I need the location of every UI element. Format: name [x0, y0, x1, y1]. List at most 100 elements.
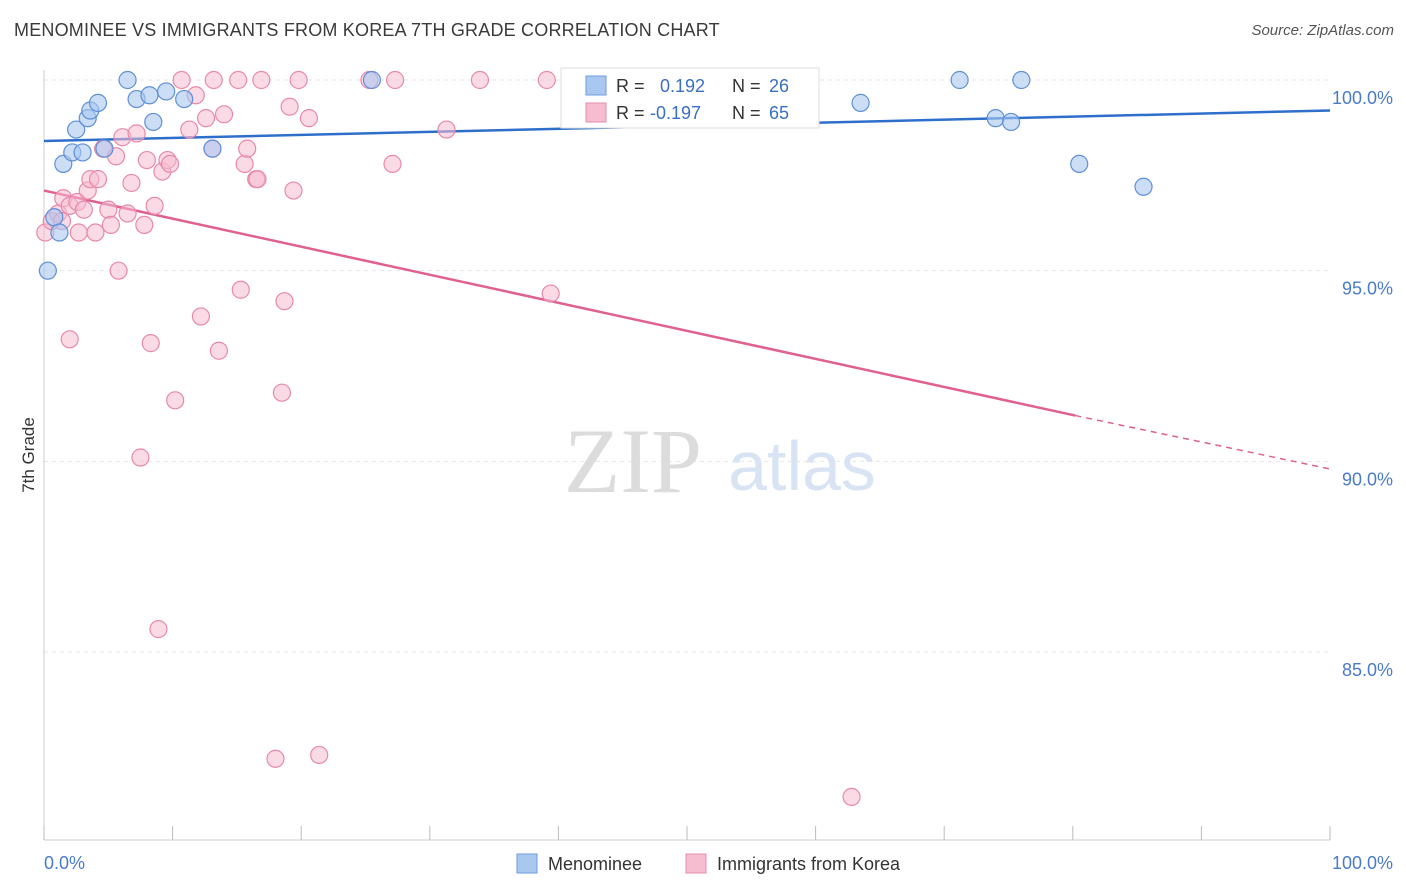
point-korea-32 — [166, 391, 185, 410]
point-korea-54 — [289, 70, 308, 90]
point-korea-44 — [235, 154, 254, 173]
point-menominee-9 — [88, 93, 108, 112]
point-korea-56 — [310, 745, 329, 765]
point-korea-20 — [118, 204, 137, 223]
legend-r-label-1: R = — [616, 76, 645, 96]
point-menominee-16 — [175, 89, 194, 109]
watermark-atlas: atlas — [728, 427, 876, 505]
point-korea-13 — [88, 170, 108, 189]
y-tick-label-0: 100.0% — [1332, 88, 1393, 108]
point-korea-18 — [109, 261, 128, 280]
point-menominee-6 — [73, 143, 92, 162]
x-tick-labels: 0.0% 100.0% — [44, 853, 1393, 873]
legend-n-value-2: 65 — [769, 103, 789, 123]
point-korea-33 — [172, 70, 191, 90]
point-menominee-11 — [118, 70, 137, 90]
point-korea-26 — [141, 334, 160, 353]
point-korea-6 — [60, 330, 79, 349]
point-korea-34 — [180, 120, 199, 139]
point-menominee-15 — [157, 82, 176, 101]
point-korea-50 — [272, 383, 292, 402]
trend-line-korea-extension — [1075, 414, 1331, 470]
data-points — [36, 70, 1153, 807]
point-korea-9 — [74, 200, 93, 219]
x-tick-label-0: 0.0% — [44, 853, 85, 873]
point-korea-55 — [299, 109, 319, 128]
point-korea-39 — [204, 70, 223, 90]
point-korea-41 — [214, 105, 234, 124]
point-korea-59 — [385, 70, 405, 90]
point-korea-53 — [284, 181, 303, 200]
y-tick-label-2: 90.0% — [1342, 469, 1393, 489]
point-menominee-18 — [362, 70, 382, 90]
point-korea-16 — [101, 215, 120, 235]
bottom-legend-swatch-korea — [685, 853, 707, 874]
point-menominee-14 — [144, 112, 163, 132]
axes — [43, 70, 1331, 841]
y-axis-title: 7th Grade — [19, 417, 38, 493]
point-menominee-19 — [851, 93, 870, 112]
legend-n-label-2: N = — [732, 103, 761, 123]
point-korea-31 — [160, 154, 180, 173]
trend-line-korea — [43, 189, 1076, 417]
point-korea-60 — [437, 120, 456, 139]
point-korea-37 — [196, 109, 216, 128]
point-korea-43 — [231, 280, 250, 299]
point-menominee-21 — [986, 109, 1005, 128]
point-korea-21 — [122, 173, 141, 193]
point-korea-48 — [252, 70, 271, 90]
point-menominee-20 — [950, 70, 969, 90]
point-korea-47 — [248, 170, 267, 189]
legend-swatch-menominee — [585, 75, 607, 96]
point-menominee-2 — [50, 223, 69, 242]
point-menominee-22 — [1001, 112, 1021, 132]
point-korea-58 — [383, 154, 402, 173]
point-menominee-25 — [1134, 177, 1153, 196]
point-korea-64 — [842, 787, 861, 807]
point-menominee-24 — [1070, 154, 1089, 173]
bottom-legend-korea: Immigrants from Korea — [717, 854, 901, 874]
point-korea-28 — [149, 620, 168, 639]
point-menominee-1 — [45, 208, 64, 227]
point-menominee-17 — [203, 139, 222, 158]
point-menominee-23 — [1012, 70, 1031, 90]
point-korea-51 — [275, 292, 294, 311]
stats-legend: R = 0.192 N = 26 R = -0.197 N = 65 — [560, 67, 820, 129]
point-menominee-13 — [140, 86, 159, 105]
legend-r-value-1: 0.192 — [660, 76, 705, 96]
point-korea-45 — [238, 139, 257, 158]
legend-r-label-2: R = — [616, 103, 645, 123]
point-korea-27 — [145, 196, 164, 215]
point-korea-24 — [135, 215, 154, 235]
bottom-legend-swatch-menominee — [516, 853, 538, 874]
bottom-legend-menominee: Menominee — [548, 854, 642, 874]
point-korea-52 — [280, 97, 299, 116]
y-tick-label-3: 85.0% — [1342, 660, 1393, 680]
point-korea-23 — [131, 448, 150, 467]
watermark: ZIP atlas — [564, 410, 876, 512]
point-menominee-0 — [38, 261, 57, 280]
watermark-zip: ZIP — [564, 410, 702, 512]
point-korea-22 — [127, 124, 146, 143]
y-tick-labels: 100.0% 95.0% 90.0% 85.0% — [1332, 88, 1393, 680]
point-menominee-10 — [95, 139, 114, 158]
legend-n-label-1: N = — [732, 76, 761, 96]
point-korea-40 — [209, 341, 228, 360]
point-korea-36 — [191, 307, 210, 326]
point-korea-61 — [470, 70, 490, 90]
legend-n-value-1: 26 — [769, 76, 789, 96]
legend-r-value-2: -0.197 — [650, 103, 701, 123]
point-korea-15 — [99, 200, 118, 219]
point-korea-63 — [541, 284, 560, 303]
y-tick-label-1: 95.0% — [1342, 279, 1393, 299]
chart-title: MENOMINEE VS IMMIGRANTS FROM KOREA 7TH G… — [14, 20, 720, 40]
point-korea-49 — [266, 749, 285, 768]
point-korea-12 — [86, 223, 105, 242]
legend-swatch-korea — [585, 102, 607, 123]
point-menominee-5 — [67, 120, 86, 139]
point-korea-8 — [69, 223, 88, 242]
point-korea-42 — [229, 70, 248, 90]
source-label: Source: ZipAtlas.com — [1251, 22, 1394, 39]
point-korea-25 — [137, 150, 156, 170]
